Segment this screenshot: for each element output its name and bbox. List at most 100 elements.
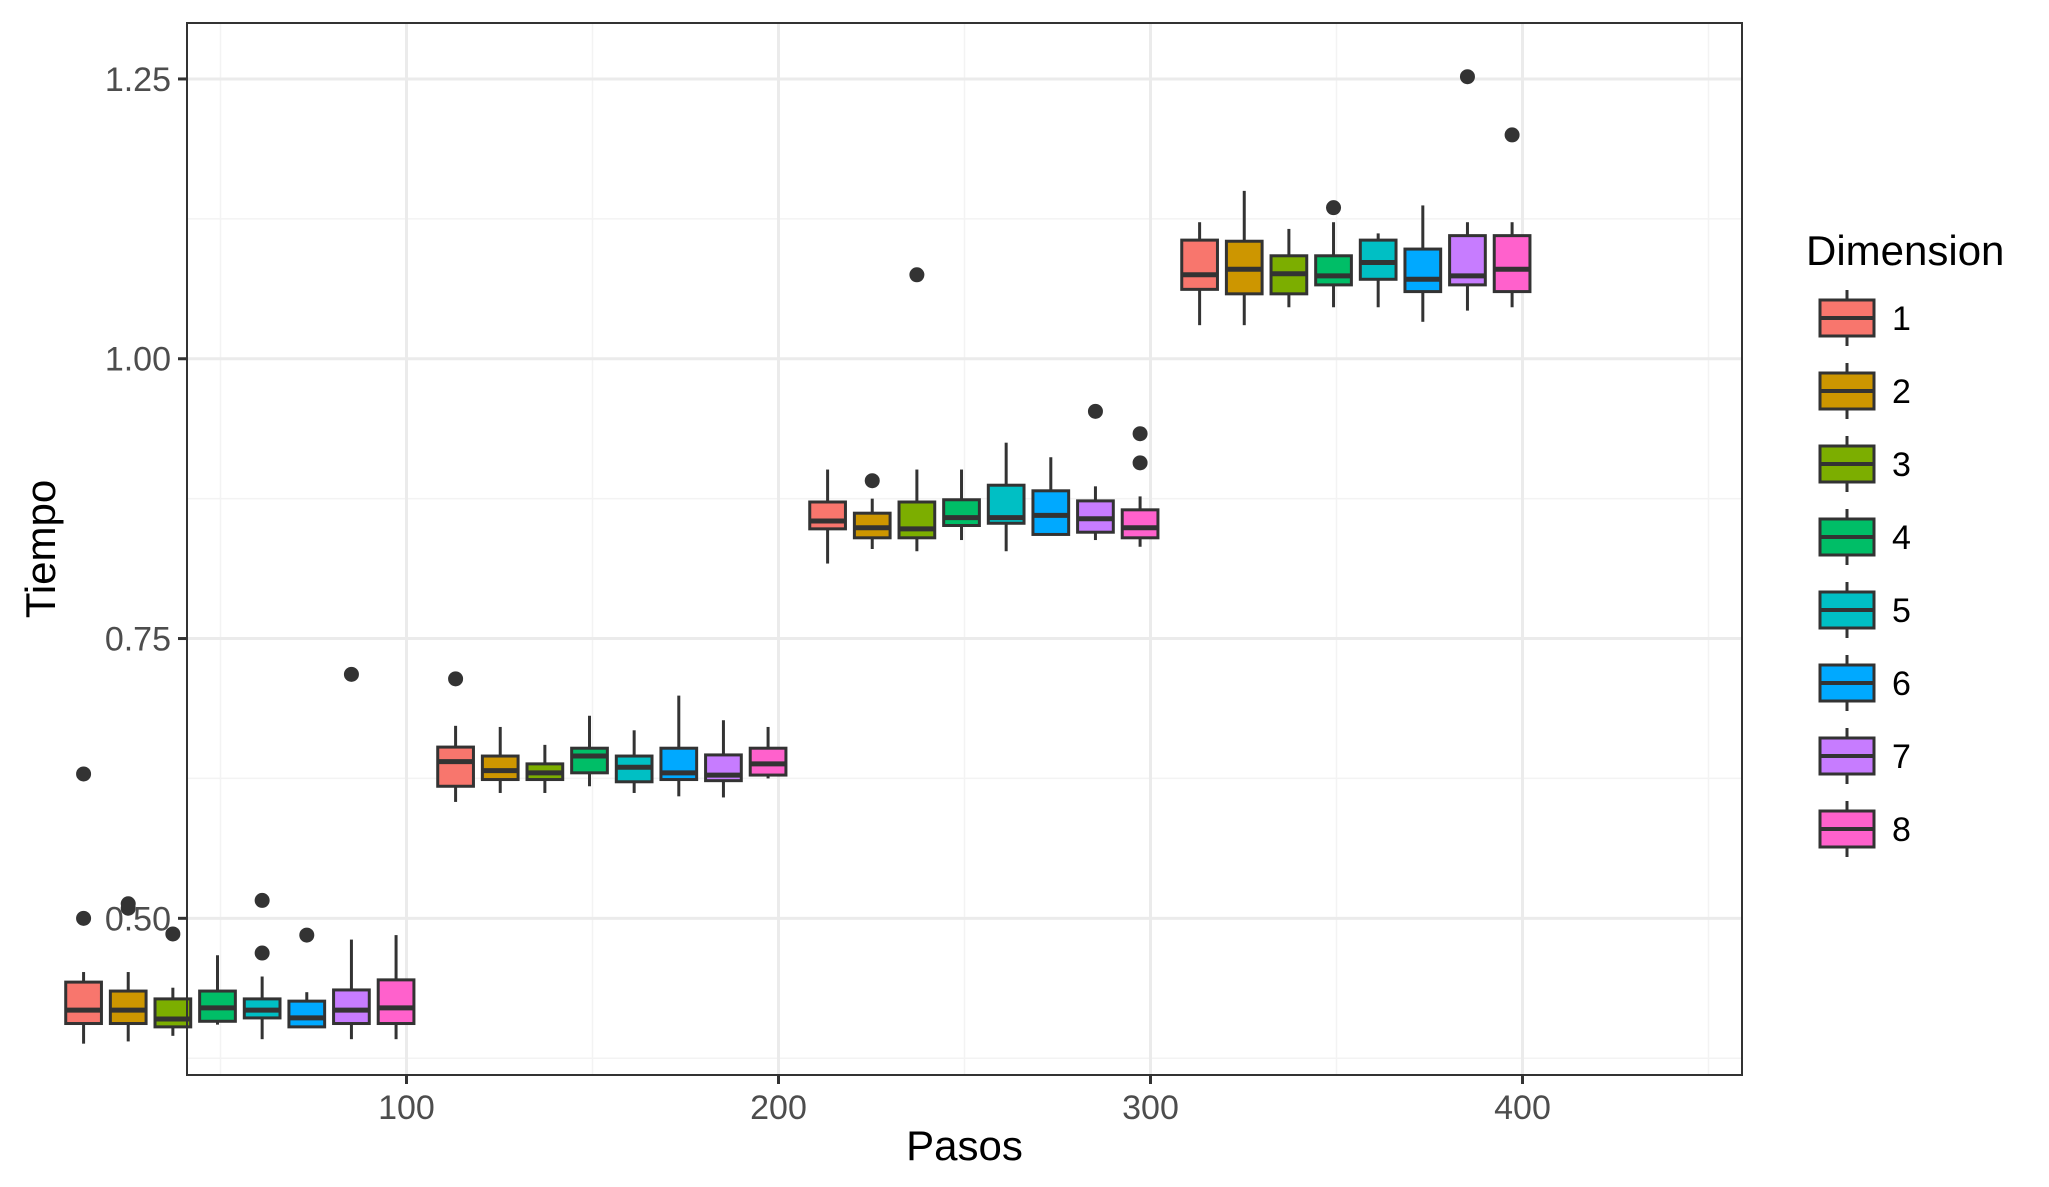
- legend-item-8: 8: [1818, 801, 1911, 857]
- box-dim-1-pasos-60: [64, 766, 103, 1044]
- outlier-point: [1132, 426, 1148, 442]
- legend-item-2: 2: [1818, 363, 1911, 419]
- legend-item-1: 1: [1818, 290, 1911, 346]
- legend-label: 1: [1892, 300, 1911, 338]
- y-tick-label: 1.25: [105, 61, 171, 99]
- y-axis-title: Tiempo: [17, 480, 64, 619]
- box-dim-1-pasos-160: [436, 671, 475, 802]
- x-axis-title: Pasos: [906, 1122, 1023, 1169]
- box-dim-6-pasos-60: [287, 927, 327, 1029]
- x-tick-label: 200: [750, 1089, 807, 1127]
- box-dim-1-pasos-360: [1180, 222, 1219, 326]
- grid-lines: [187, 23, 1742, 1075]
- legend-item-5: 5: [1818, 582, 1911, 638]
- box-dim-8-pasos-260: [1120, 426, 1160, 547]
- box-iqr: [287, 999, 327, 1029]
- box-iqr: [153, 997, 193, 1029]
- box-dim-1-pasos-260: [808, 469, 847, 564]
- x-tick-label: 300: [1122, 1089, 1179, 1127]
- panel-border: [186, 22, 1743, 1076]
- box-dim-2-pasos-160: [480, 726, 520, 793]
- outlier-point: [254, 945, 270, 961]
- outlier-point: [76, 910, 92, 926]
- box-dim-6-pasos-160: [659, 695, 699, 797]
- box-iqr: [808, 500, 847, 531]
- box-iqr: [64, 980, 103, 1026]
- box-iqr: [1492, 234, 1532, 294]
- box-iqr: [1120, 508, 1160, 540]
- box-iqr: [570, 746, 609, 775]
- box-dim-7-pasos-260: [1076, 403, 1115, 541]
- box-dim-6-pasos-360: [1403, 205, 1443, 322]
- outlier-point: [1326, 200, 1342, 216]
- outlier-point: [254, 892, 270, 908]
- outlier-point: [864, 473, 880, 489]
- box-iqr: [480, 754, 520, 782]
- legend-item-3: 3: [1818, 436, 1911, 492]
- box-dim-3-pasos-160: [525, 744, 565, 793]
- outlier-point: [909, 267, 925, 283]
- outlier-point: [165, 926, 181, 942]
- box-dim-4-pasos-360: [1314, 200, 1353, 308]
- boxes: [64, 69, 1532, 1044]
- box-dim-8-pasos-360: [1492, 127, 1532, 308]
- outlier-point: [1459, 69, 1475, 85]
- box-dim-3-pasos-60: [153, 926, 193, 1036]
- box-dim-2-pasos-360: [1224, 190, 1264, 326]
- box-dim-4-pasos-60: [198, 955, 237, 1025]
- box-dim-4-pasos-260: [942, 469, 981, 541]
- legend-title: Dimension: [1806, 227, 2004, 274]
- box-dim-5-pasos-260: [986, 442, 1026, 552]
- outlier-point: [1504, 127, 1520, 143]
- box-dim-3-pasos-360: [1269, 228, 1309, 308]
- outlier-point: [76, 766, 92, 782]
- outlier-point: [448, 671, 464, 687]
- legend-label: 7: [1892, 738, 1911, 776]
- box-iqr: [1314, 254, 1353, 287]
- x-tick-label: 400: [1494, 1089, 1551, 1127]
- box-dim-8-pasos-160: [748, 726, 788, 779]
- box-iqr: [108, 989, 148, 1026]
- box-dim-6-pasos-260: [1031, 457, 1071, 536]
- box-dim-7-pasos-60: [332, 666, 371, 1040]
- box-dim-3-pasos-260: [897, 267, 937, 552]
- box-dim-5-pasos-360: [1358, 233, 1398, 308]
- legend-label: 6: [1892, 665, 1911, 703]
- x-tick-label: 100: [378, 1089, 435, 1127]
- box-iqr: [1031, 489, 1071, 536]
- box-iqr: [376, 978, 416, 1026]
- box-iqr: [1403, 247, 1443, 294]
- box-iqr: [1180, 238, 1219, 291]
- legend: Dimension 1 2 3 4 5 6 7 8: [1806, 227, 2004, 857]
- outlier-point: [120, 896, 136, 912]
- box-dim-8-pasos-60: [376, 935, 416, 1040]
- legend-item-7: 7: [1818, 728, 1911, 784]
- box-dim-4-pasos-160: [570, 715, 609, 787]
- legend-label: 8: [1892, 811, 1911, 849]
- outlier-point: [1087, 403, 1103, 419]
- legend-items: 1 2 3 4 5 6 7 8: [1818, 290, 1911, 857]
- y-tick-label: 0.50: [105, 900, 171, 938]
- y-tick-label: 1.00: [105, 341, 171, 379]
- outlier-point: [299, 927, 315, 943]
- box-dim-5-pasos-60: [242, 892, 282, 1040]
- box-dim-7-pasos-360: [1448, 69, 1487, 311]
- legend-label: 3: [1892, 446, 1911, 484]
- box-dim-2-pasos-260: [852, 473, 892, 549]
- outlier-point: [1132, 455, 1148, 471]
- outlier-point: [343, 666, 359, 682]
- legend-item-6: 6: [1818, 655, 1911, 711]
- legend-label: 5: [1892, 592, 1911, 630]
- box-dim-2-pasos-60: [108, 896, 148, 1042]
- box-dim-5-pasos-160: [614, 730, 654, 793]
- box-iqr: [897, 500, 937, 540]
- box-iqr: [332, 988, 371, 1026]
- box-iqr: [436, 745, 475, 788]
- box-dim-7-pasos-160: [704, 720, 743, 798]
- legend-item-4: 4: [1818, 509, 1911, 565]
- legend-label: 2: [1892, 373, 1911, 411]
- legend-label: 4: [1892, 519, 1911, 557]
- y-tick-label: 0.75: [105, 621, 171, 659]
- box-iqr: [942, 498, 981, 527]
